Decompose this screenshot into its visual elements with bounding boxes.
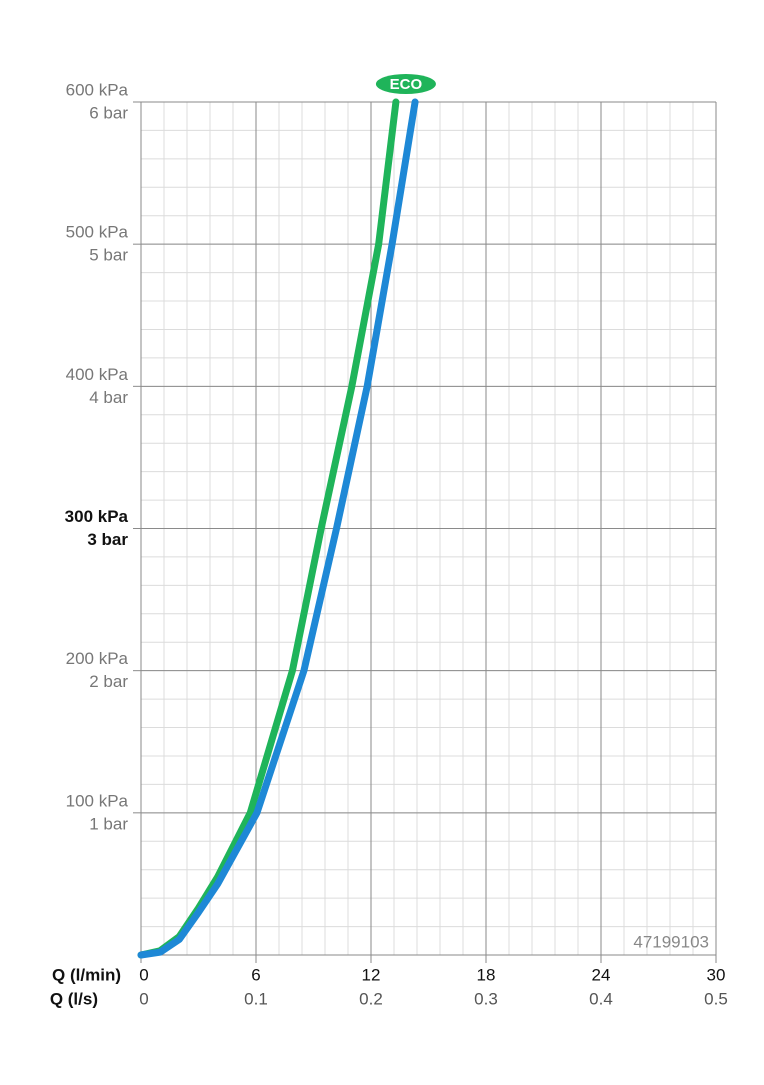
y-tick-bar-label: 6 bar [89, 103, 128, 122]
x2-tick-label: 0 [139, 989, 148, 1008]
x-tick-label: 12 [362, 965, 381, 984]
x2-tick-label: 0.2 [359, 989, 383, 1008]
x2-tick-label: 0.4 [589, 989, 613, 1008]
y-tick-label: 400 kPa [66, 365, 129, 384]
x-tick-label: 0 [139, 965, 148, 984]
curves [137, 98, 419, 959]
y-tick-bar-label: 4 bar [89, 388, 128, 407]
y-tick-bar-label: 3 bar [87, 530, 128, 549]
x-axis-label: Q (l/min) [52, 965, 121, 984]
y-tick-bar-label: 5 bar [89, 246, 128, 265]
part-number: 47199103 [633, 932, 709, 951]
x2-tick-label: 0.5 [704, 989, 728, 1008]
x2-tick-label: 0.1 [244, 989, 268, 1008]
y-tick-label: 300 kPa [65, 507, 129, 526]
y-tick-label: 200 kPa [66, 649, 129, 668]
x2-tick-label: 0.3 [474, 989, 498, 1008]
y-tick-bar-label: 1 bar [89, 814, 128, 833]
x-tick-label: 24 [592, 965, 611, 984]
labels: 0 6 12 18 24 30 0 0.1 0.2 0.3 0.4 0.5 Q (l/min) Q (l/… [50, 74, 728, 1008]
legend-label: ECO [390, 76, 423, 93]
y-tick-label: 500 kPa [66, 223, 129, 242]
line-series [137, 98, 419, 959]
x-tick-label: 30 [707, 965, 726, 984]
legend-badge [375, 74, 436, 94]
x-tick-label: 6 [251, 965, 260, 984]
grid [133, 101, 717, 963]
x2-axis-label: Q (l/s) [50, 989, 98, 1008]
y-tick-bar-label: 2 bar [89, 672, 128, 691]
y-tick-label: 100 kPa [66, 791, 129, 810]
y-tick-label: 600 kPa [66, 80, 129, 99]
x-tick-label: 18 [477, 965, 496, 984]
